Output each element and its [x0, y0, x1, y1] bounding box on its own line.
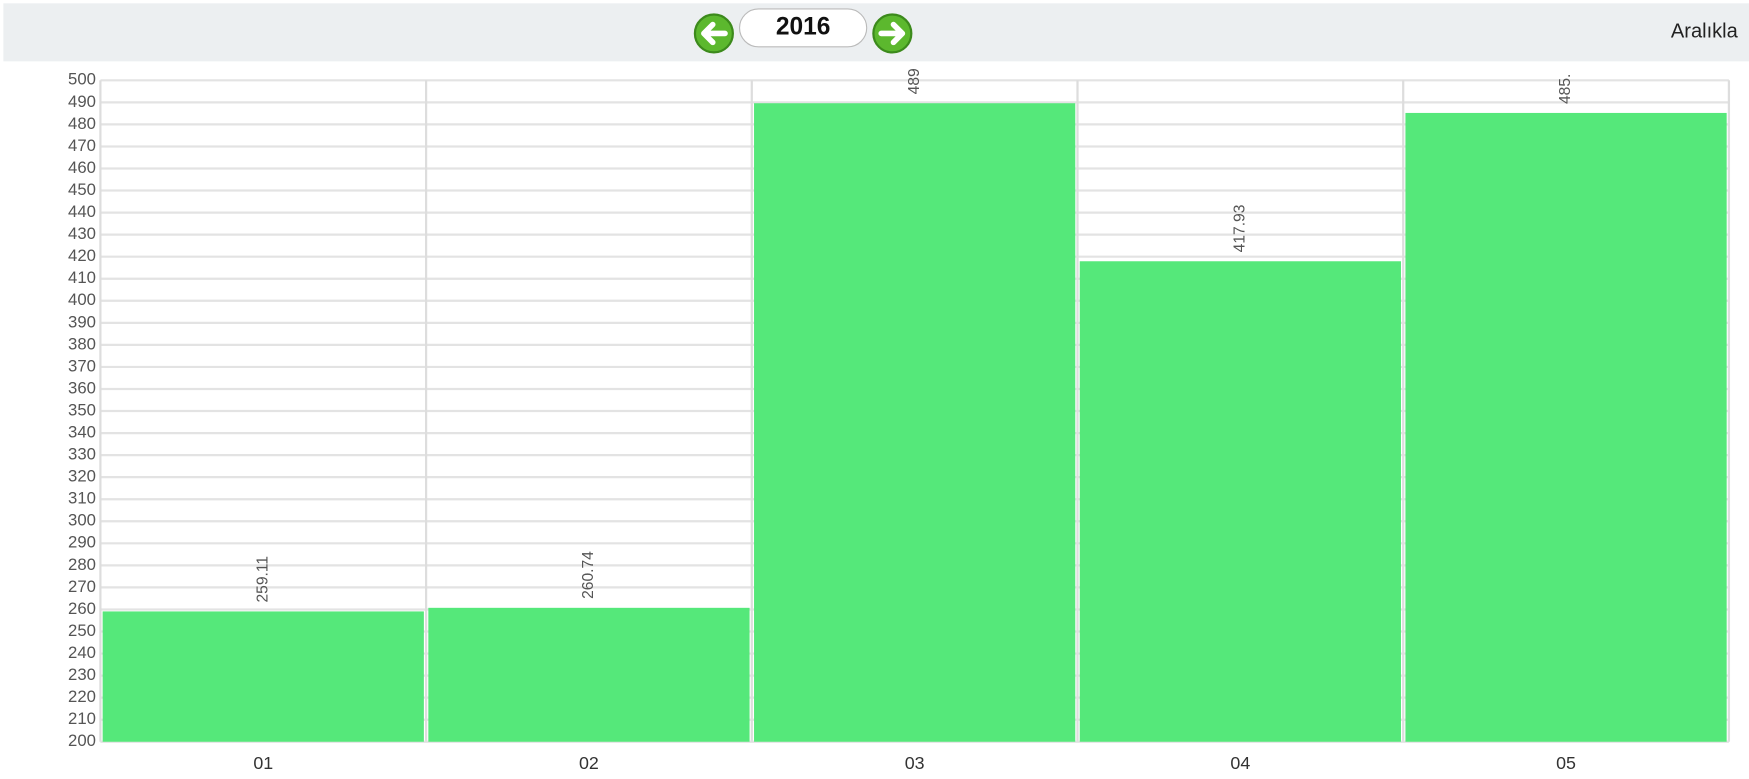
y-tick-label: 490 — [68, 92, 96, 111]
y-tick-label: 240 — [68, 643, 96, 662]
y-tick-label: 290 — [68, 533, 96, 552]
y-tick-label: 230 — [68, 665, 96, 684]
y-tick-label: 430 — [68, 224, 96, 243]
x-tick-label: 05 — [1556, 753, 1576, 773]
y-tick-label: 370 — [68, 356, 96, 375]
x-tick-label: 01 — [253, 753, 273, 773]
x-tick-label: 02 — [579, 753, 599, 773]
y-tick-label: 220 — [68, 687, 96, 706]
year: 2016 — [776, 13, 831, 40]
y-tick-label: 270 — [68, 577, 96, 596]
bar — [428, 607, 750, 742]
year-pill — [738, 8, 868, 48]
y-tick-label: 380 — [68, 334, 96, 353]
y-tick-label: 400 — [68, 290, 96, 309]
y-tick-label: 420 — [68, 246, 96, 265]
data-label: 260.74 — [580, 551, 597, 599]
y-tick-label: 360 — [68, 378, 96, 397]
range-label[interactable]: Aralıkla — [1671, 21, 1739, 43]
y-tick-label: 280 — [68, 555, 96, 574]
y-tick-label: 320 — [68, 467, 96, 486]
y-tick-label: 340 — [68, 422, 96, 441]
y-tick-label: 450 — [68, 180, 96, 199]
y-tick-label: 200 — [68, 731, 96, 750]
y-tick-label: 310 — [68, 489, 96, 508]
next-button[interactable] — [872, 13, 913, 54]
prev-button[interactable] — [693, 13, 734, 54]
bar — [754, 103, 1076, 742]
data-label: 485. — [1557, 74, 1574, 104]
data-label: 489 — [906, 68, 923, 94]
bar — [1405, 112, 1727, 742]
y-tick-label: 500 — [68, 70, 96, 89]
y-tick-label: 210 — [68, 709, 96, 728]
y-tick-label: 480 — [68, 114, 96, 133]
y-tick-label: 470 — [68, 136, 96, 155]
y-tick-label: 300 — [68, 511, 96, 530]
y-tick-label: 460 — [68, 158, 96, 177]
y-tick-label: 260 — [68, 599, 96, 618]
bar — [102, 611, 424, 742]
data-label: 417.93 — [1231, 205, 1248, 253]
y-tick-label: 250 — [68, 621, 96, 640]
data-label: 259.11 — [254, 556, 271, 603]
bar — [1079, 261, 1401, 742]
x-tick-label: 03 — [905, 753, 925, 773]
y-tick-label: 350 — [68, 400, 96, 419]
y-tick-label: 330 — [68, 445, 96, 464]
y-tick-label: 440 — [68, 202, 96, 221]
y-tick-label: 410 — [68, 268, 96, 287]
x-tick-label: 04 — [1230, 753, 1250, 773]
y-tick-label: 390 — [68, 312, 96, 331]
